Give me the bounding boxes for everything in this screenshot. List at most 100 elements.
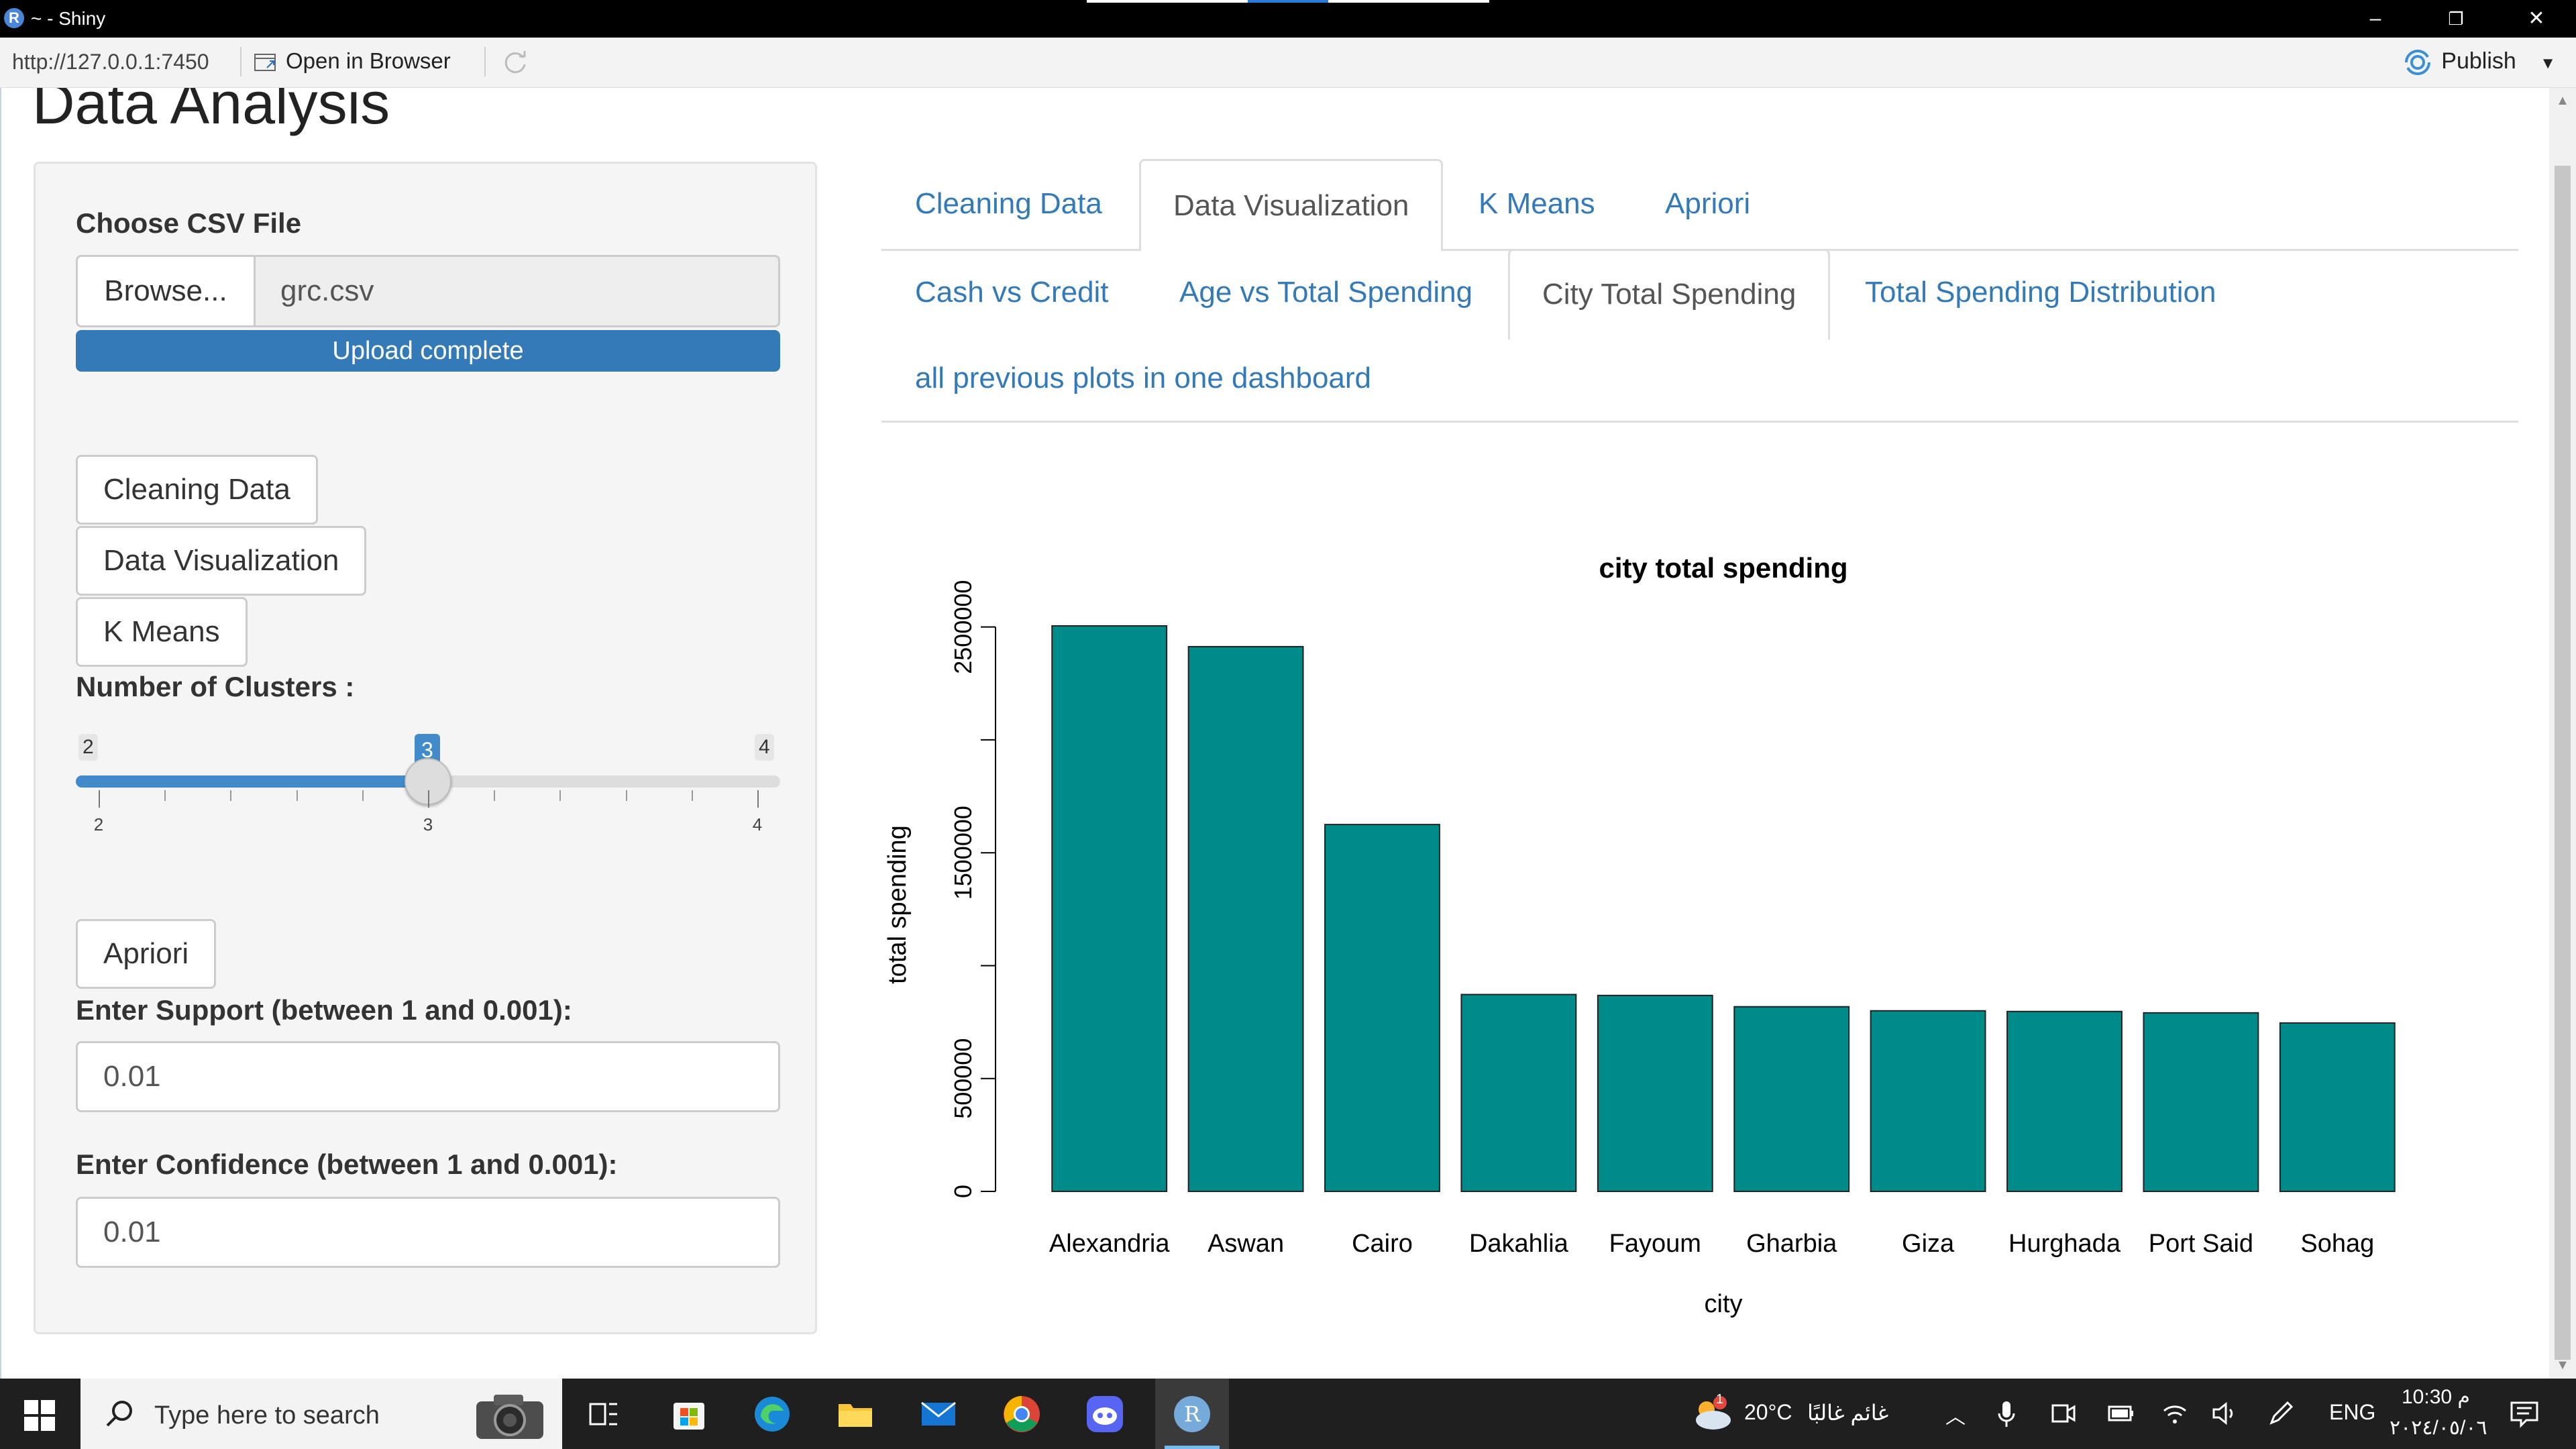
tab-all-plots-dashboard[interactable]: all previous plots in one dashboard <box>915 362 1372 394</box>
upload-progress-bar: Upload complete <box>76 330 780 372</box>
slider-tick <box>362 790 364 801</box>
weather-description[interactable]: غائم غالبًا <box>1807 1401 1889 1425</box>
y-tick-label: 1500000 <box>949 806 977 900</box>
slider-min-label: 2 <box>78 734 98 761</box>
weather-cloud-icon[interactable] <box>1689 1395 1733 1434</box>
x-tick-label: Dakahlia <box>1469 1230 1569 1258</box>
url-text: http://127.0.0.1:7450 <box>12 50 209 74</box>
x-tick-label: Cairo <box>1352 1230 1413 1258</box>
y-tick-label: 500000 <box>949 1038 977 1119</box>
restore-button[interactable]: ❐ <box>2448 9 2464 29</box>
open-in-browser-button[interactable]: Open in Browser <box>254 48 451 74</box>
file-name-field[interactable]: grc.csv <box>280 274 374 307</box>
battery-icon[interactable] <box>2106 1401 2136 1426</box>
file-explorer-icon[interactable] <box>835 1393 876 1435</box>
mail-icon[interactable] <box>918 1393 959 1435</box>
browse-button[interactable]: Browse... <box>78 257 256 325</box>
tab-cash-vs-credit[interactable]: Cash vs Credit <box>915 276 1109 309</box>
tab-apriori[interactable]: Apriori <box>1665 187 1751 220</box>
scroll-up-icon[interactable]: ▲ <box>2556 93 2569 108</box>
upload-progress: Upload complete <box>76 330 780 372</box>
sub-tabs: Cash vs Credit Age vs Total Spending Cit… <box>881 249 2518 423</box>
chart-bar <box>2006 1010 2123 1193</box>
slider-tick <box>230 790 232 801</box>
chart-bar <box>2143 1012 2259 1193</box>
open-in-browser-label: Open in Browser <box>286 48 451 73</box>
slider-grid-label: 2 <box>93 814 104 835</box>
chevron-up-icon[interactable]: ︿ <box>1945 1406 1966 1428</box>
microsoft-store-icon[interactable] <box>668 1393 710 1435</box>
rstudio-icon: R <box>1174 1396 1210 1432</box>
main-tabs: Cleaning Data Data Visualization K Means… <box>881 159 2518 251</box>
chart-bar <box>1324 824 1440 1192</box>
tab-k-means[interactable]: K Means <box>1479 187 1595 220</box>
clock-date[interactable]: ٢٠٢٤/٠٥/٠٦ <box>2390 1417 2487 1439</box>
y-tick-label: 0 <box>949 1185 977 1198</box>
toolbar-divider <box>240 47 241 76</box>
publish-button[interactable]: Publish ▼ <box>2402 48 2556 76</box>
camera-icon <box>476 1395 543 1439</box>
chart-title: city total spending <box>1599 552 1847 584</box>
refresh-icon[interactable] <box>500 48 530 78</box>
support-label: Enter Support (between 1 and 0.001): <box>76 994 572 1026</box>
page-title: Data Analysis <box>32 88 390 136</box>
tab-city-total-spending[interactable]: City Total Spending <box>1508 249 1831 339</box>
slider-tick <box>625 790 627 801</box>
slider-tick <box>691 790 693 801</box>
chart-bar <box>1460 994 1577 1192</box>
slider-grid: 2 3 4 <box>76 790 780 835</box>
clusters-slider-fill <box>76 775 428 788</box>
pen-icon[interactable] <box>2267 1400 2294 1427</box>
x-tick-label: Fayoum <box>1609 1230 1701 1258</box>
chart-bar <box>1870 1010 1986 1192</box>
language-indicator[interactable]: ENG <box>2329 1400 2376 1424</box>
slider-tick <box>428 790 429 808</box>
windows-start-icon[interactable] <box>24 1400 55 1431</box>
k-means-button[interactable]: K Means <box>76 597 248 667</box>
data-visualization-button[interactable]: Data Visualization <box>76 526 367 596</box>
viewer-toolbar: http://127.0.0.1:7450 Open in Browser Pu… <box>0 38 2576 89</box>
weather-temperature[interactable]: 20°C <box>1744 1400 1792 1424</box>
notifications-icon[interactable] <box>2509 1399 2540 1430</box>
tab-age-vs-total-spending[interactable]: Age vs Total Spending <box>1179 276 1473 309</box>
volume-icon[interactable] <box>2211 1400 2238 1427</box>
chrome-icon[interactable] <box>1001 1393 1042 1435</box>
wifi-icon[interactable] <box>2161 1401 2188 1426</box>
chart-bar <box>1187 645 1304 1193</box>
chart-bar <box>1051 625 1168 1193</box>
cleaning-data-button[interactable]: Cleaning Data <box>76 455 318 525</box>
taskbar-search-box[interactable]: Type here to search <box>80 1379 562 1449</box>
slider-tick <box>494 790 496 801</box>
edge-browser-icon[interactable] <box>751 1393 793 1435</box>
scrollbar-thumb[interactable] <box>2555 166 2571 1360</box>
confidence-input[interactable]: 0.01 <box>76 1197 780 1268</box>
tab-total-spending-distribution[interactable]: Total Spending Distribution <box>1865 276 2216 309</box>
camera-privacy-icon[interactable] <box>2050 1400 2077 1427</box>
sidebar-panel: Choose CSV File Browse... grc.csv Upload… <box>34 162 817 1334</box>
publish-icon <box>2405 50 2431 75</box>
chart-bar <box>2279 1022 2396 1193</box>
close-button[interactable]: ✕ <box>2528 7 2545 30</box>
task-view-icon[interactable] <box>582 1393 624 1435</box>
browser-icon <box>254 54 276 72</box>
support-input[interactable]: 0.01 <box>76 1041 780 1112</box>
svg-text:R: R <box>1184 1401 1201 1427</box>
city-spending-chart: city total spending Alexandria Aswan Cairo D… <box>881 537 2518 1329</box>
file-input: Browse... grc.csv <box>76 255 780 327</box>
rstudio-taskbar-item[interactable]: R <box>1155 1379 1229 1449</box>
windows-taskbar: Type here to search R <box>0 1379 2576 1449</box>
x-tick-label: Aswan <box>1208 1230 1284 1258</box>
vertical-scrollbar[interactable]: ▲ ▼ <box>2549 88 2576 1379</box>
tab-data-visualization[interactable]: Data Visualization <box>1139 159 1444 251</box>
scroll-down-icon[interactable]: ▼ <box>2556 1358 2569 1373</box>
r-logo-icon: R <box>4 8 24 28</box>
publish-label: Publish <box>2441 48 2516 74</box>
minimize-button[interactable]: – <box>2369 7 2381 30</box>
microphone-icon[interactable] <box>1996 1400 2017 1428</box>
clock-time[interactable]: 10:30 م <box>2402 1386 2470 1408</box>
chevron-down-icon[interactable]: ▼ <box>2540 54 2556 72</box>
apriori-button[interactable]: Apriori <box>76 919 217 989</box>
slider-grid-label: 3 <box>423 814 433 835</box>
discord-icon[interactable] <box>1084 1393 1126 1435</box>
tab-cleaning-data[interactable]: Cleaning Data <box>915 187 1102 220</box>
